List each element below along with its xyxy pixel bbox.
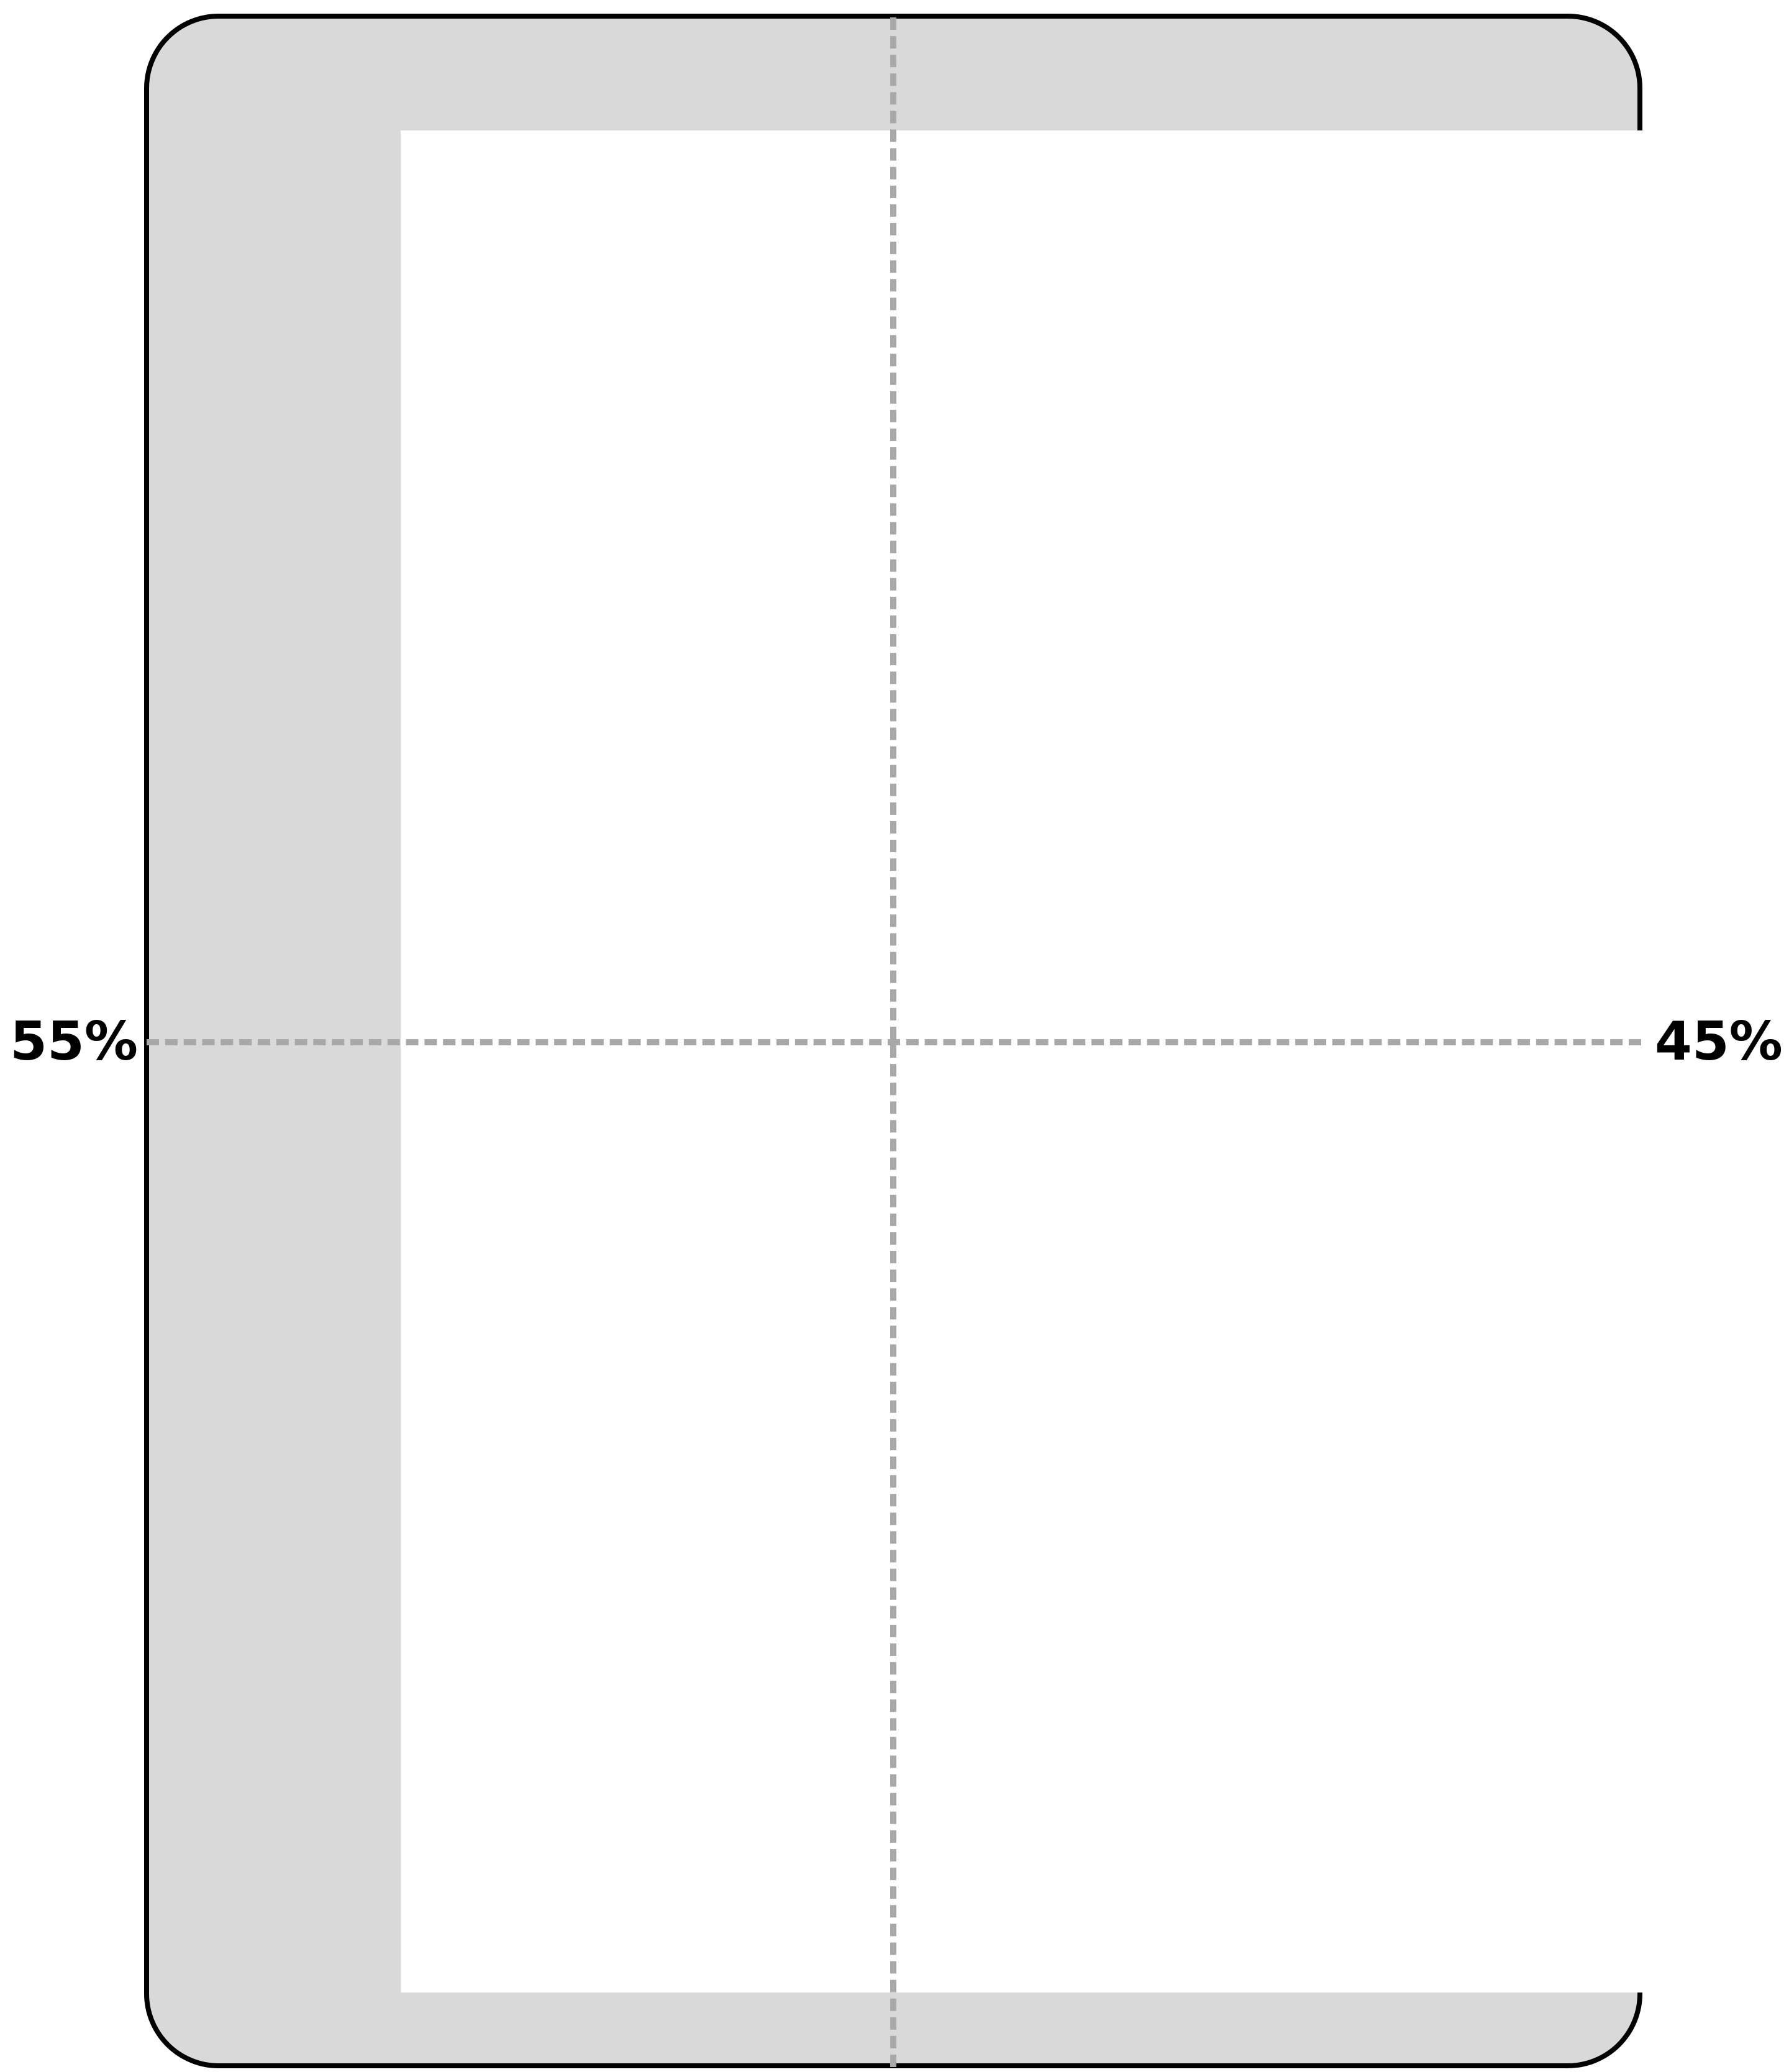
content-area[interactable] <box>401 130 1705 1992</box>
page-frame[interactable] <box>144 14 1705 2068</box>
right-percentage-label: 45% <box>1655 1011 1783 1073</box>
left-percentage-label: 55% <box>10 1011 138 1073</box>
